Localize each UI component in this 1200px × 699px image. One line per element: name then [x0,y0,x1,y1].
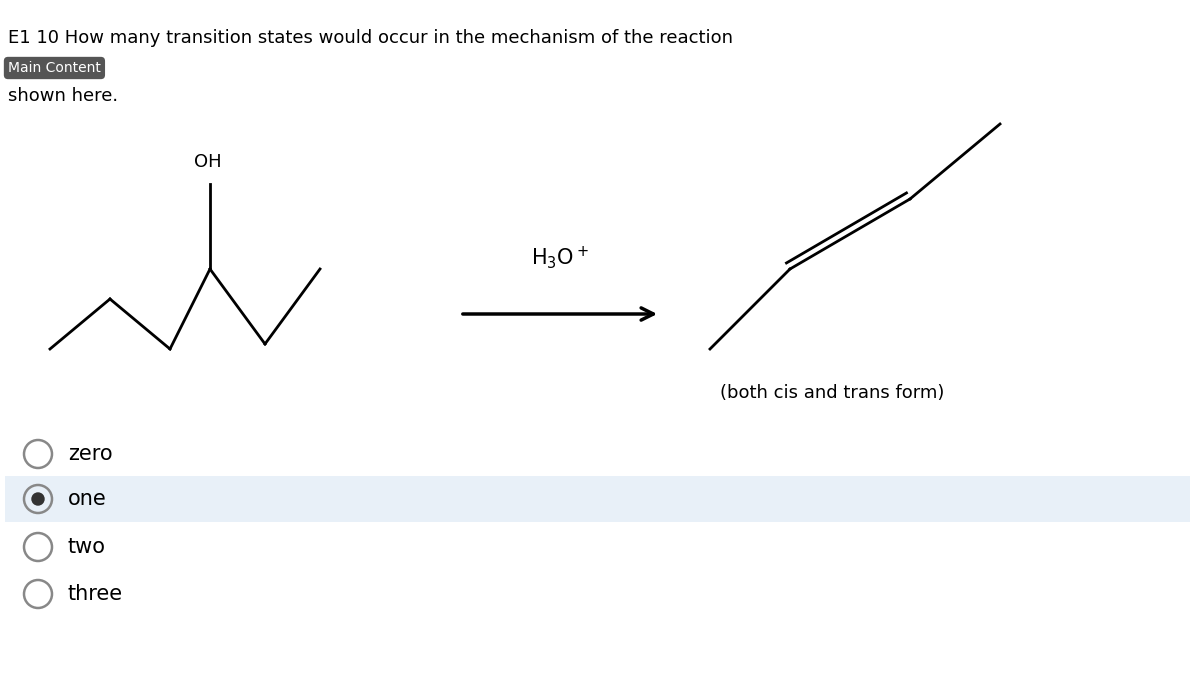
Text: zero: zero [68,444,113,464]
Text: Main Content: Main Content [8,61,101,75]
Text: (both cis and trans form): (both cis and trans form) [720,384,944,402]
Circle shape [31,492,44,505]
Text: E1 10 How many transition states would occur in the mechanism of the reaction: E1 10 How many transition states would o… [8,29,733,47]
Text: shown here.: shown here. [8,87,118,105]
Text: OH: OH [194,153,222,171]
Text: one: one [68,489,107,509]
Text: $\mathrm{H_3O^+}$: $\mathrm{H_3O^+}$ [532,244,589,271]
Text: three: three [68,584,124,604]
Text: two: two [68,537,106,557]
FancyBboxPatch shape [5,476,1190,522]
